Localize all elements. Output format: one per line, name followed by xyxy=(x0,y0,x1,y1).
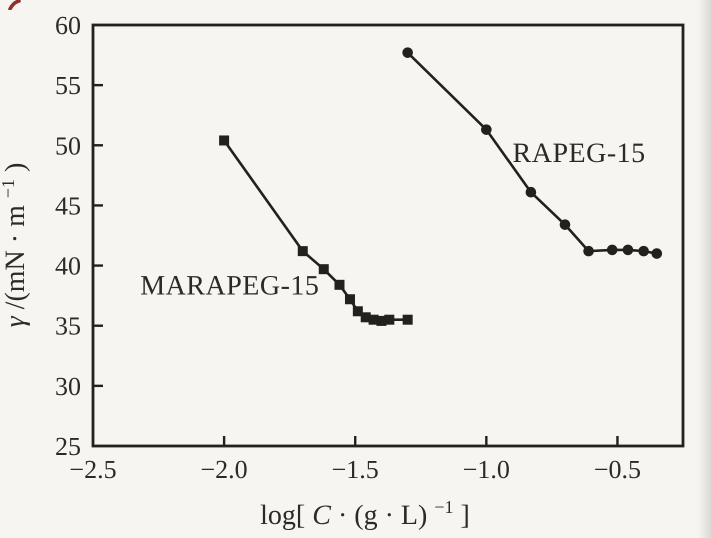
y-axis-title-sup: −1 xyxy=(0,179,18,198)
scan-artifact-mark xyxy=(8,0,21,10)
data-point-circle xyxy=(559,219,571,230)
y-axis-title: γ /(mN · m −1 ) xyxy=(0,163,31,328)
y-tick-label: 50 xyxy=(55,131,81,160)
data-point-circle xyxy=(481,124,492,135)
x-axis-title-mid: · (g · L) xyxy=(338,500,427,531)
y-tick-label: 40 xyxy=(55,252,81,281)
data-point-square xyxy=(368,314,379,325)
data-point-square xyxy=(334,279,345,290)
series-labels: MARAPEG-15 RAPEG-15 xyxy=(140,138,645,301)
x-tick-label: −1.0 xyxy=(463,455,510,484)
data-point-circle xyxy=(622,244,634,256)
plot-border xyxy=(91,23,685,448)
x-axis-title-post: ] xyxy=(461,500,470,531)
y-tick-label: 55 xyxy=(55,71,81,100)
data-point-circle xyxy=(651,248,663,259)
x-axis-title: log[ C · (g · L) −1 ] xyxy=(260,489,470,531)
x-tick-label: −0.5 xyxy=(594,455,641,484)
data-point-square xyxy=(360,312,371,323)
data-point-square xyxy=(318,264,329,275)
data-point-square xyxy=(352,306,363,317)
series-label: MARAPEG-15 xyxy=(140,270,319,301)
y-tick-label: 45 xyxy=(55,191,81,220)
data-point-circle xyxy=(638,245,649,257)
data-point-square xyxy=(402,314,413,325)
data-point-circle xyxy=(525,186,537,198)
y-tick-label: 60 xyxy=(55,11,81,40)
x-tick-label: −1.5 xyxy=(332,455,379,484)
x-axis-title-var: C xyxy=(312,500,331,531)
series-label: RAPEG-15 xyxy=(513,138,646,169)
y-axis-title-post: ) xyxy=(0,163,31,172)
data-point-circle xyxy=(402,47,413,58)
data-point-square xyxy=(297,246,308,257)
data-point-square xyxy=(384,314,395,325)
axis-tick-labels: −2.5 −2.0 −1.5 −1.0 −0.5 25 30 35 40 45 50 55 60 xyxy=(55,11,641,484)
data-series xyxy=(219,47,663,326)
data-point-circle xyxy=(583,245,594,257)
data-point-square xyxy=(344,294,355,305)
y-axis-title-mid: /(mN · m xyxy=(0,205,31,309)
x-axis-title-sup: −1 xyxy=(434,497,453,517)
y-tick-label: 30 xyxy=(55,372,81,401)
axis-ticks xyxy=(93,83,619,446)
x-axis-title-pre: log[ xyxy=(260,500,305,531)
data-point-square xyxy=(376,315,387,326)
x-tick-label: −2.5 xyxy=(69,455,116,484)
data-point-square xyxy=(219,135,230,146)
data-point-circle xyxy=(606,244,618,256)
x-tick-label: −2.0 xyxy=(201,455,248,484)
y-tick-label: 25 xyxy=(55,432,81,461)
y-tick-label: 35 xyxy=(55,312,81,341)
y-axis-title-var: γ xyxy=(0,315,31,327)
